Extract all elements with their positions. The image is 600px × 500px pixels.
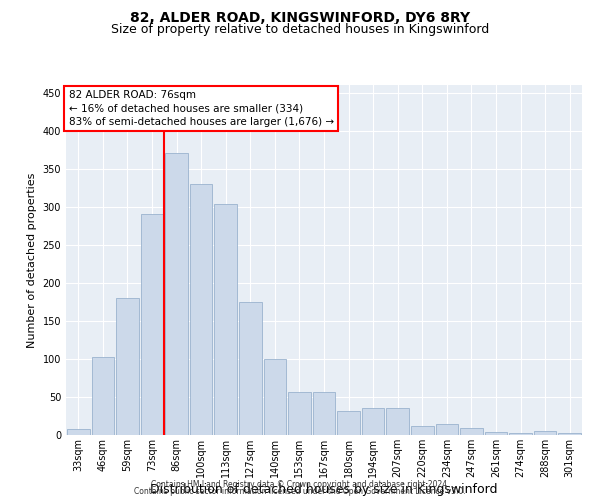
Bar (67, 429, 89, 435)
Text: Size of property relative to detached houses in Kingswinford: Size of property relative to detached ho… (111, 22, 489, 36)
Text: Contains HM Land Registry data © Crown copyright and database right 2024.: Contains HM Land Registry data © Crown c… (151, 480, 449, 489)
Bar (263, 359, 286, 435)
Bar (140, 214, 163, 435)
Bar (337, 412, 360, 435)
Bar (92, 358, 114, 435)
Bar (239, 302, 262, 435)
Text: 82 ALDER ROAD: 76sqm
← 16% of detached houses are smaller (334)
83% of semi-deta: 82 ALDER ROAD: 76sqm ← 16% of detached h… (68, 90, 334, 126)
Bar (165, 154, 188, 435)
Bar (411, 426, 434, 435)
Bar (214, 204, 237, 435)
Bar (288, 392, 311, 435)
Bar (460, 428, 483, 435)
Bar (509, 434, 532, 435)
X-axis label: Distribution of detached houses by size in Kingswinford: Distribution of detached houses by size … (150, 482, 498, 496)
Bar (386, 408, 409, 435)
Bar (559, 434, 581, 435)
Text: 82, ALDER ROAD, KINGSWINFORD, DY6 8RY: 82, ALDER ROAD, KINGSWINFORD, DY6 8RY (130, 11, 470, 25)
Bar (116, 298, 139, 435)
Bar (313, 392, 335, 435)
Y-axis label: Number of detached properties: Number of detached properties (27, 172, 37, 348)
Bar (362, 408, 385, 435)
Bar (485, 432, 508, 435)
Bar (190, 184, 212, 435)
Bar (534, 431, 556, 435)
Bar (436, 424, 458, 435)
Text: Contains public sector information licensed under the Open Government Licence v3: Contains public sector information licen… (134, 487, 466, 496)
